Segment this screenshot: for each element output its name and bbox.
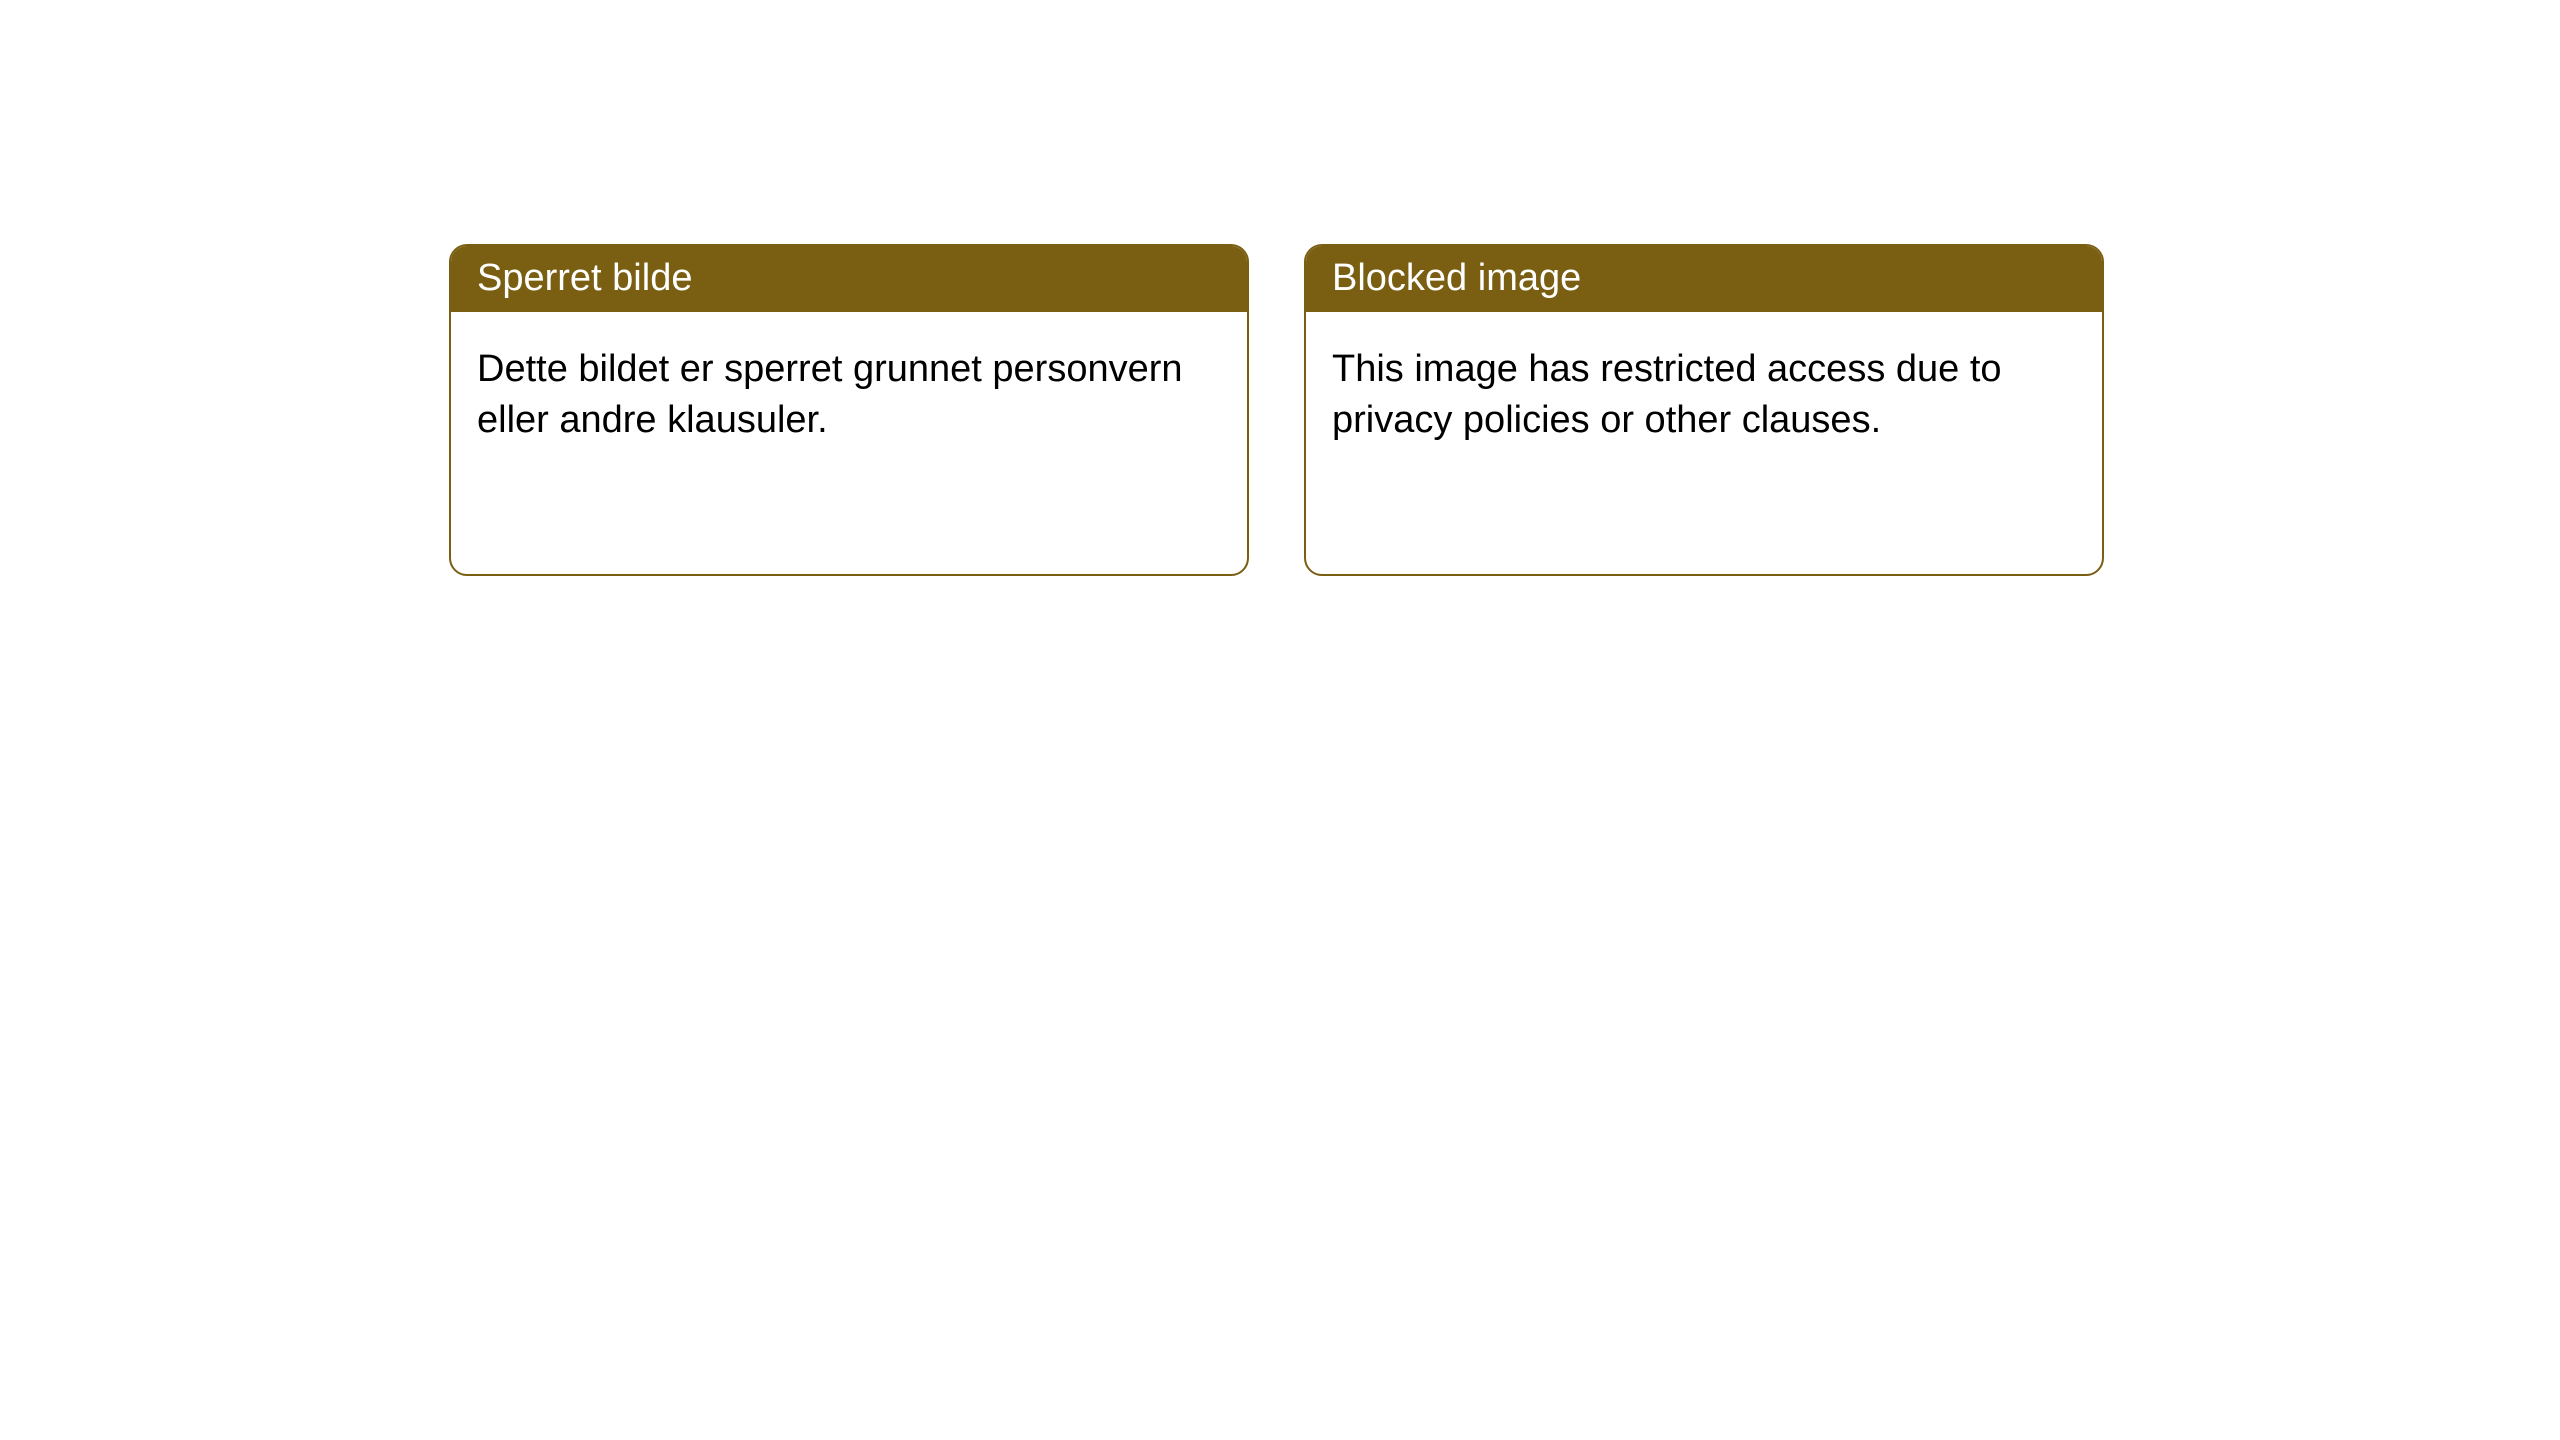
notice-title: Blocked image bbox=[1306, 246, 2102, 312]
notice-title: Sperret bilde bbox=[451, 246, 1247, 312]
notice-container: Sperret bilde Dette bildet er sperret gr… bbox=[449, 244, 2104, 576]
notice-box-norwegian: Sperret bilde Dette bildet er sperret gr… bbox=[449, 244, 1249, 576]
notice-body: This image has restricted access due to … bbox=[1306, 312, 2102, 479]
notice-body: Dette bildet er sperret grunnet personve… bbox=[451, 312, 1247, 479]
notice-box-english: Blocked image This image has restricted … bbox=[1304, 244, 2104, 576]
